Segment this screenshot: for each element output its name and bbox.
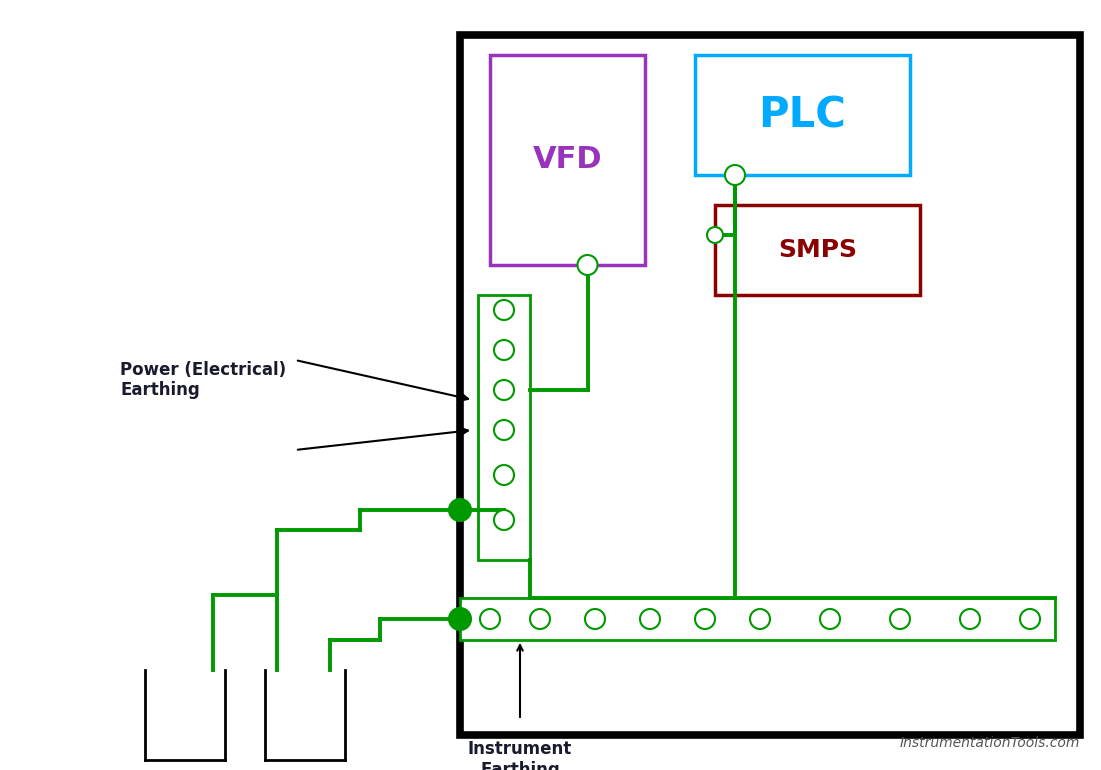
- Bar: [490, 55, 645, 265]
- Text: SMPS: SMPS: [778, 238, 857, 262]
- Text: VFD: VFD: [533, 146, 602, 175]
- Circle shape: [530, 609, 550, 629]
- Text: Instrument
Earthing: Instrument Earthing: [468, 740, 573, 770]
- Text: InstrumentationTools.com: InstrumentationTools.com: [900, 736, 1080, 750]
- Bar: [460, 598, 1055, 640]
- Circle shape: [578, 255, 598, 275]
- Bar: [478, 295, 530, 560]
- Circle shape: [449, 499, 471, 521]
- Text: Power (Electrical)
Earthing: Power (Electrical) Earthing: [120, 360, 286, 400]
- Circle shape: [695, 609, 715, 629]
- Circle shape: [494, 340, 514, 360]
- Circle shape: [494, 465, 514, 485]
- Circle shape: [750, 609, 770, 629]
- Circle shape: [494, 420, 514, 440]
- Circle shape: [820, 609, 840, 629]
- Circle shape: [707, 227, 723, 243]
- Circle shape: [640, 609, 659, 629]
- Circle shape: [494, 300, 514, 320]
- Circle shape: [724, 165, 745, 185]
- Text: PLC: PLC: [759, 94, 847, 136]
- Circle shape: [494, 380, 514, 400]
- Circle shape: [494, 510, 514, 530]
- Circle shape: [585, 609, 606, 629]
- Circle shape: [480, 609, 500, 629]
- Bar: [715, 205, 920, 295]
- Circle shape: [449, 608, 471, 630]
- Circle shape: [1020, 609, 1040, 629]
- Circle shape: [960, 609, 980, 629]
- Bar: [695, 55, 911, 175]
- Bar: [460, 35, 1080, 735]
- Circle shape: [890, 609, 911, 629]
